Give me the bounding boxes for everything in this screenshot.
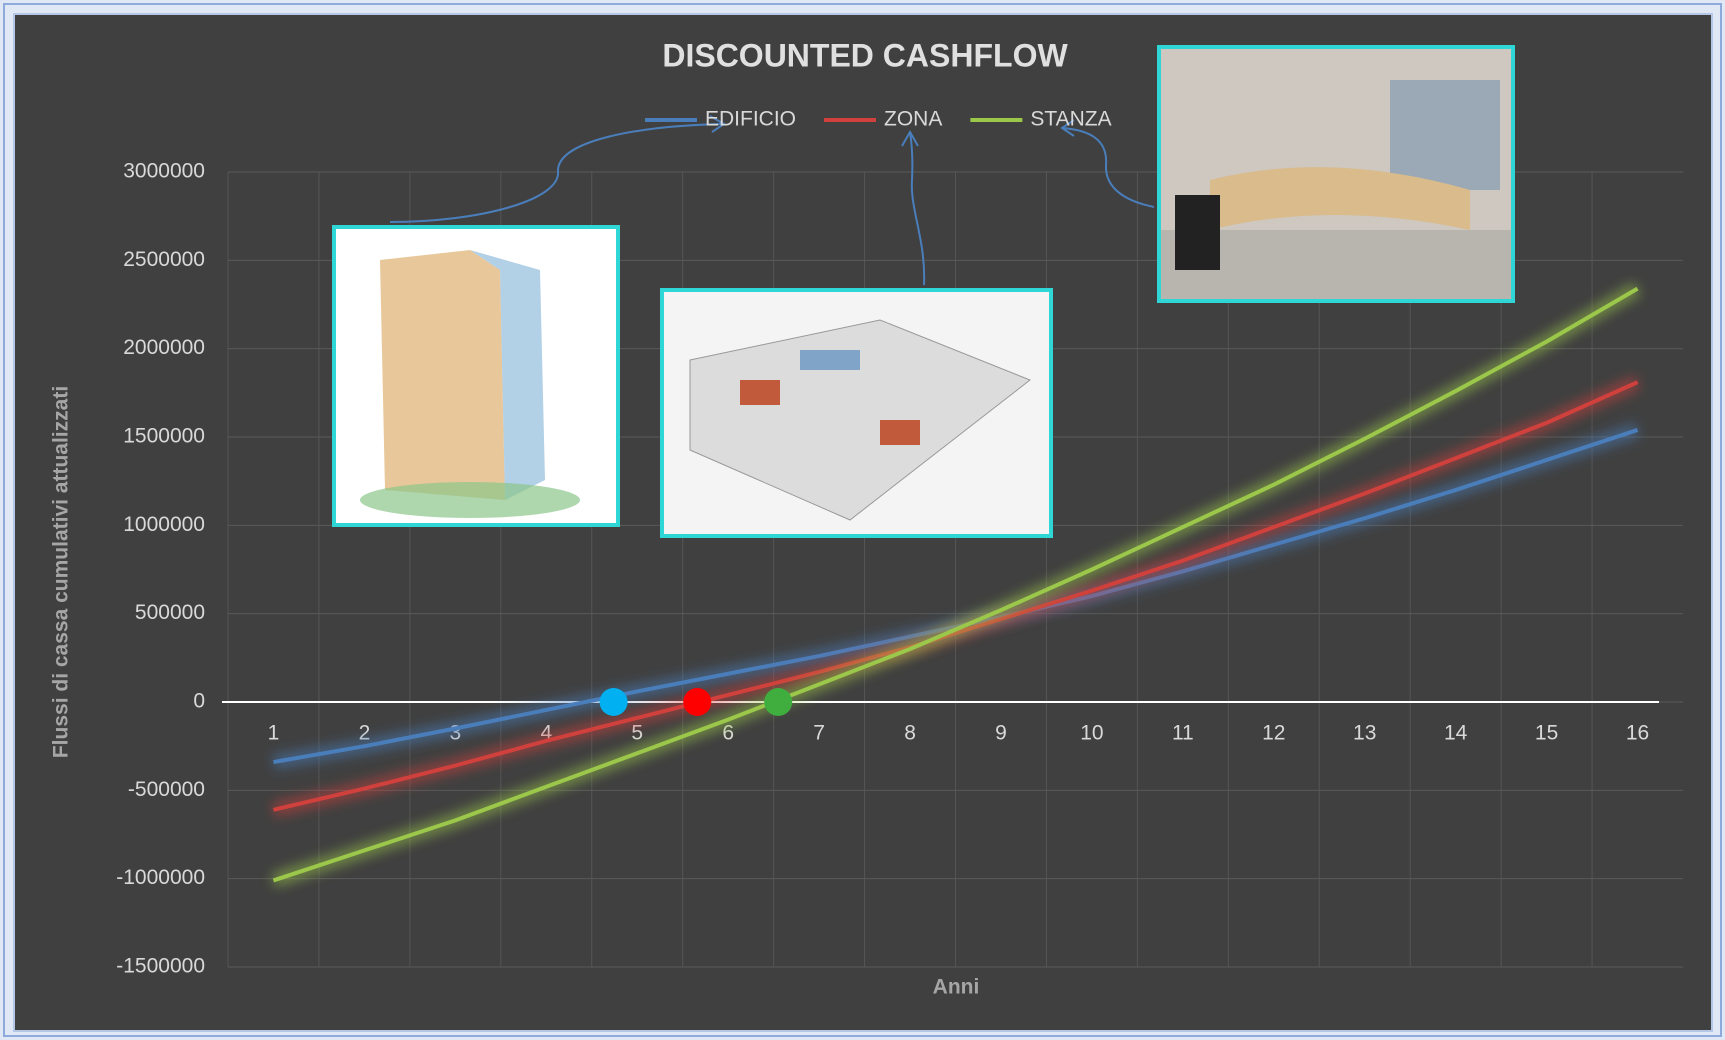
- plot: -1500000 -1000000 -500000 0 500000 1000000 150…: [116, 160, 1683, 978]
- y-tick-label: -1500000: [116, 955, 205, 978]
- annotation-arrows: [389, 115, 1155, 286]
- x-tick-label: 14: [1444, 722, 1468, 745]
- break-even-marker: [764, 688, 793, 716]
- x-axis-title: Anni: [933, 976, 980, 999]
- x-tick-label: 2: [359, 722, 371, 745]
- office-room-picture: [1157, 45, 1515, 303]
- x-tick-label: 5: [631, 722, 643, 745]
- legend-label: EDIFICIO: [705, 108, 796, 131]
- x-tick-label: 6: [722, 722, 734, 745]
- x-tick-label: 9: [995, 722, 1007, 745]
- outer-frame: [3, 3, 1722, 1037]
- y-axis-title: Flussi di cassa cumulativi attualizzati: [50, 386, 73, 758]
- y-tick-label: 2500000: [123, 248, 205, 271]
- x-tick-label: 7: [813, 722, 825, 745]
- x-tick-label: 8: [904, 722, 916, 745]
- y-tick-label: -1000000: [116, 866, 205, 889]
- break-even-marker: [683, 688, 712, 716]
- y-tick-label: 1500000: [123, 425, 205, 448]
- building-picture: [332, 225, 620, 527]
- y-tick-label: 500000: [135, 601, 205, 624]
- y-tick-label: 0: [193, 690, 205, 713]
- series-line: [272, 286, 1639, 883]
- legend: EDIFICIO ZONA STANZA: [645, 108, 1112, 131]
- x-tick-label: 12: [1262, 722, 1285, 745]
- y-tick-label: 3000000: [123, 160, 205, 183]
- x-tick-label: 15: [1535, 722, 1558, 745]
- y-tick-label: 2000000: [123, 336, 205, 359]
- y-tick-label: 1000000: [123, 513, 205, 536]
- x-tick-label: 10: [1080, 722, 1103, 745]
- x-tick-label: 1: [268, 722, 280, 745]
- office-plan-picture: [660, 288, 1053, 538]
- chart-title: DISCOUNTED CASHFLOW: [662, 37, 1068, 73]
- legend-label: ZONA: [884, 108, 942, 131]
- break-even-marker: [599, 688, 628, 716]
- legend-label: STANZA: [1030, 108, 1111, 131]
- x-tick-label: 16: [1626, 722, 1649, 745]
- y-tick-label: -500000: [128, 778, 205, 801]
- x-tick-label: 13: [1353, 722, 1376, 745]
- x-tick-label: 11: [1172, 722, 1194, 745]
